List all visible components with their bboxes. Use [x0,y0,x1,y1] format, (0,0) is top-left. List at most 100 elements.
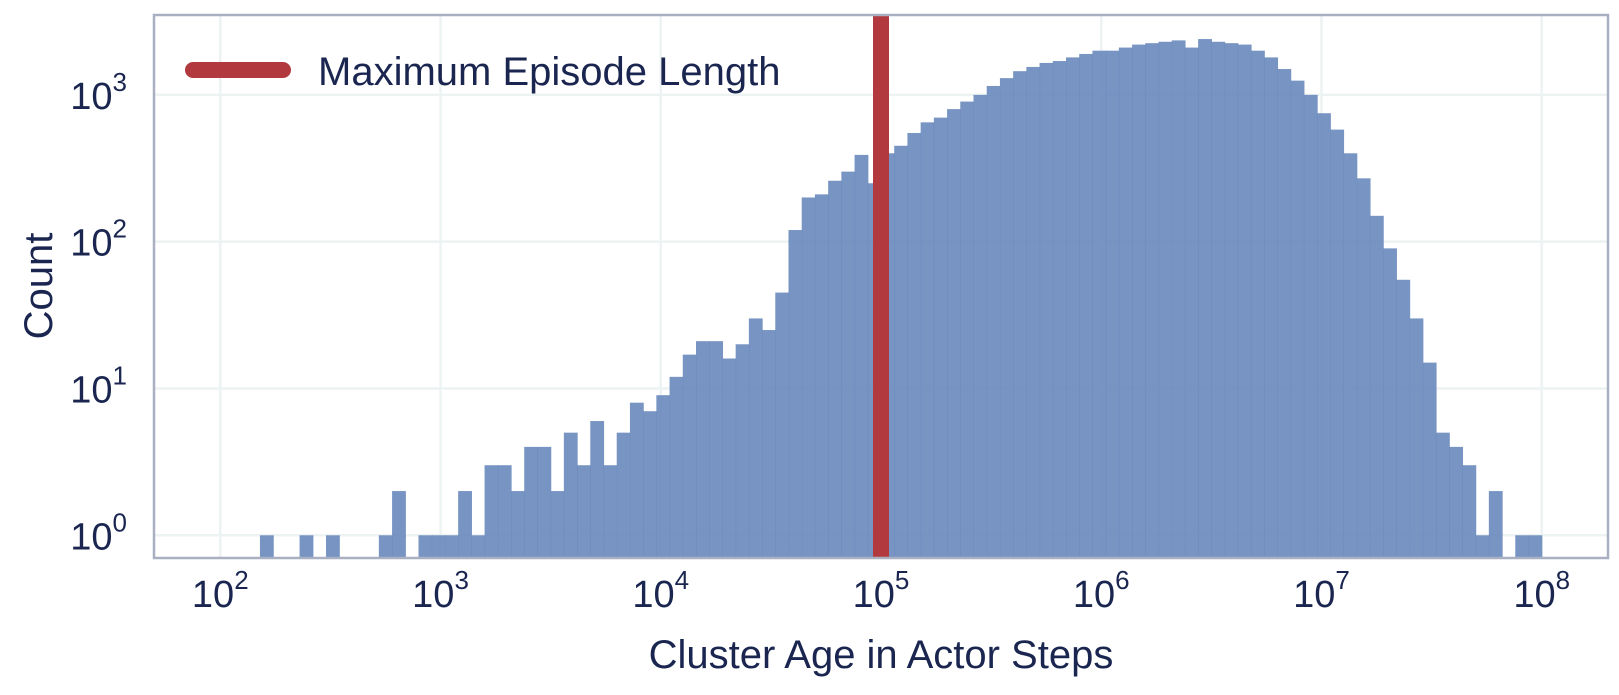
legend: Maximum Episode Length [185,50,780,94]
histogram-bar [1303,94,1318,559]
histogram-bar [1039,62,1054,558]
x-tick-label: 105 [853,565,910,616]
histogram-bar [1343,153,1358,558]
histogram-bar [524,446,539,558]
histogram-bar [1145,43,1160,559]
histogram-bar [392,491,406,558]
bars-layer [259,39,1543,559]
histogram-bar [1118,47,1133,559]
histogram-bar [511,491,525,558]
histogram-bar [1079,53,1094,558]
histogram-bar [590,421,605,558]
histogram-bar [603,465,618,558]
histogram-bar [1277,69,1292,558]
histogram-bar [1449,446,1464,558]
histogram-bar [696,341,710,558]
histogram-bar [1065,57,1080,558]
histogram-bar [643,411,657,558]
histogram-bar [1105,50,1120,559]
histogram-bar [788,230,803,558]
histogram-bar [1158,41,1173,559]
histogram-bar [894,145,909,559]
y-tick-label: 103 [70,67,127,118]
x-tick-label: 107 [1293,565,1350,616]
x-tick-label: 108 [1513,565,1570,616]
histogram-bar [1250,50,1265,559]
histogram-bar [735,344,750,558]
histogram-bar [801,197,816,558]
histogram-bar [1211,41,1226,559]
histogram-bar [431,535,446,558]
histogram-bar [378,535,393,558]
histogram-bar [444,535,459,558]
histogram-bar [999,78,1014,558]
histogram-bar [471,535,486,558]
histogram-bar [1369,215,1384,558]
histogram-bar [1396,279,1411,558]
histogram-bar [1528,535,1543,558]
x-tick-labels: 102 103 104 105 106 107 108 [192,565,1570,616]
histogram-bar [563,432,578,558]
plot-frame [152,13,1610,560]
histogram-bar [775,292,790,558]
histogram-bar [1026,66,1041,558]
histogram-bar [1383,248,1397,558]
y-tick-label: 102 [70,214,127,265]
histogram-bar [1475,535,1490,558]
histogram-bar [484,465,499,558]
histogram-bar [1317,113,1331,558]
y-tick-label: 100 [70,507,127,558]
y-axis-label: Count [17,233,61,340]
histogram-bar [550,491,565,558]
histogram-bar [259,535,274,558]
histogram-bar [748,318,763,558]
histogram-bar [1237,44,1252,558]
histogram-bar [1132,44,1146,558]
histogram-bar [907,132,922,558]
histogram-bar [1224,43,1239,559]
histogram-bar [669,376,684,558]
x-axis-label: Cluster Age in Actor Steps [649,633,1114,677]
legend-label: Maximum Episode Length [318,50,780,94]
histogram-bar [1330,129,1345,558]
histogram-bar [1184,47,1199,559]
histogram-bar [458,491,472,558]
x-tick-label: 104 [632,565,689,616]
x-tick-label: 103 [412,565,469,616]
histogram-bar [841,171,856,558]
histogram-bar [656,395,671,558]
histogram-bar [854,154,869,559]
histogram-bar [682,354,697,558]
histogram-bar [933,117,948,559]
histogram-bar [537,446,552,558]
x-tick-label: 102 [192,565,249,616]
histogram-bar [299,535,314,558]
histogram-bar [960,101,975,558]
x-tick-label: 106 [1073,565,1130,616]
histogram-bar [326,535,340,558]
histogram-bar [1488,491,1503,558]
histogram-bar [497,465,512,558]
histogram-bar [418,535,433,558]
histogram-bar [722,358,737,558]
histogram-bar [947,109,961,558]
histogram-bar [814,194,829,558]
histogram-bar [1422,362,1437,558]
histogram-bar [709,341,724,558]
histogram-bar [1013,71,1027,559]
y-tick-labels: 100 101 102 103 [70,67,127,558]
histogram-bar [1290,80,1305,559]
y-tick-label: 101 [70,360,127,411]
histogram-bar [973,94,988,559]
histogram-bar [577,465,591,558]
histogram-bar [986,85,1001,559]
histogram-bar [1435,432,1450,558]
histogram-bar [1171,40,1186,559]
histogram-bar [1092,50,1107,559]
histogram-bar [1356,178,1371,558]
histogram-bar [1515,535,1530,558]
histogram-bar [1198,39,1212,559]
histogram-bar [762,330,776,558]
histogram-bar [616,432,631,558]
